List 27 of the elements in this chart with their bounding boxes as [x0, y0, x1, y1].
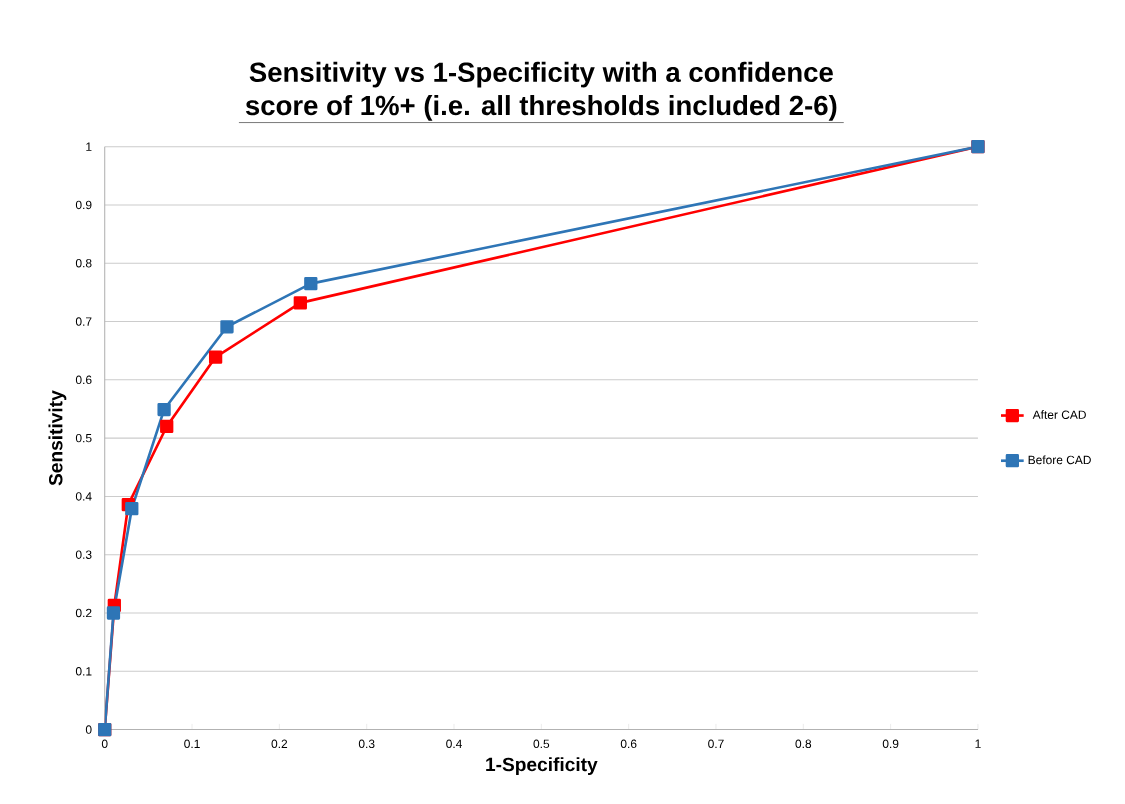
x-tick-label: 0.6	[620, 739, 637, 749]
legend-label: After CAD	[1032, 410, 1086, 419]
y-tick-label: 0	[85, 725, 92, 734]
y-tick-label: 0.2	[75, 608, 92, 618]
y-tick-label: 1	[86, 142, 92, 151]
x-tick-label: 0.4	[446, 739, 462, 749]
x-tick-label: 1	[975, 739, 981, 748]
y-tick-label: 0.7	[75, 317, 92, 326]
x-tick-label: 0.9	[882, 739, 899, 749]
x-tick-label: 0.3	[358, 739, 375, 749]
y-tick-label: 0.5	[75, 433, 92, 443]
x-tick-label: 0.8	[795, 739, 812, 749]
x-tick-label: 0.7	[708, 739, 724, 749]
x-tick-label: 0.2	[271, 739, 288, 749]
y-tick-label: 0.1	[75, 667, 92, 676]
x-axis-title: 1-Specificity	[486, 757, 598, 775]
legend-label: Before CAD	[1028, 455, 1091, 465]
y-tick-label: 0.4	[75, 492, 92, 501]
y-tick-label: 0.6	[75, 375, 92, 385]
y-tick-label: 0.8	[75, 258, 92, 268]
x-tick-label: 0.5	[533, 739, 550, 749]
x-tick-label: 0.1	[184, 739, 200, 749]
y-tick-label: 0.3	[75, 550, 92, 559]
chart-title: Sensitivity vs 1-Specificity with a confidence score of 1%+ (i.e. all thresholds included 2-6)	[245, 61, 837, 121]
x-tick-label: 0	[101, 739, 108, 749]
y-tick-label: 0.9	[75, 200, 92, 210]
y-axis-title: Sensitivity	[48, 390, 67, 486]
